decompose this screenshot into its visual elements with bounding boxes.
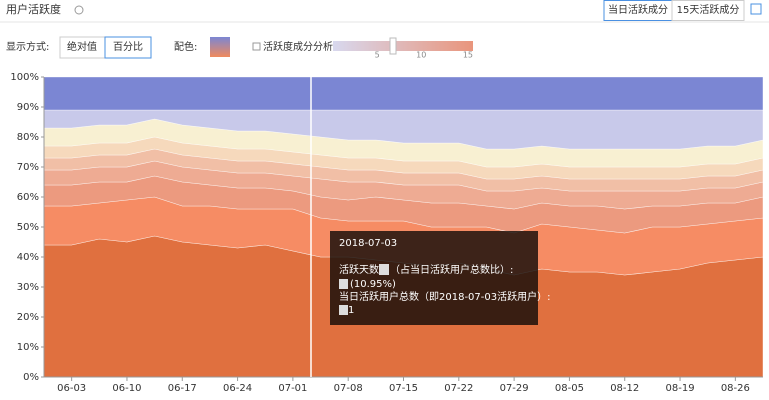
display-label: 显示方式:: [6, 40, 49, 53]
checkbox[interactable]: [252, 42, 261, 51]
slider-tick-label: 10: [416, 51, 426, 60]
tab[interactable]: [671, 0, 745, 21]
tooltip-title: 2018-07-03: [339, 238, 397, 249]
x-tick-label: 08-12: [610, 383, 639, 394]
x-tick-label: 08-19: [666, 383, 695, 394]
option-label[interactable]: 绝对值: [67, 40, 97, 53]
y-tick-label: 60%: [17, 192, 39, 203]
tooltip-text: 当日活跃用户总数（即2018-07-03活跃用户）:: [339, 290, 550, 303]
area-layer: [43, 76, 764, 111]
y-tick-label: 40%: [17, 252, 39, 263]
y-tick-label: 30%: [17, 282, 39, 293]
color-swatch[interactable]: [210, 37, 230, 57]
y-tick-label: 80%: [17, 132, 39, 143]
y-tick-label: 0%: [23, 372, 39, 383]
tooltip-box: [330, 231, 538, 325]
x-tick-label: 07-29: [500, 383, 529, 394]
option-button-active[interactable]: [104, 36, 152, 59]
tooltip-text: (10.95%): [350, 279, 396, 290]
y-tick-label: 20%: [17, 312, 39, 323]
tooltip-text: （占当日活跃用户总数比）:: [390, 263, 513, 276]
y-tick-label: 70%: [17, 162, 39, 173]
y-tick-label: 50%: [17, 222, 39, 233]
export-icon[interactable]: [750, 3, 762, 15]
x-tick-label: 06-10: [112, 383, 141, 394]
x-tick-label: 07-01: [278, 383, 307, 394]
redaction: [339, 279, 348, 289]
y-tick-label: 100%: [10, 72, 39, 83]
y-tick-label: 10%: [17, 342, 39, 353]
x-tick-label: 08-26: [721, 383, 750, 394]
redaction: [379, 264, 389, 275]
checkbox-label[interactable]: 活跃度成分分析: [263, 40, 333, 53]
tooltip: 2018-07-03 活跃天数 （占当日活跃用户总数比）: (10.95%) 当…: [330, 231, 550, 325]
y-tick-label: 90%: [17, 102, 39, 113]
x-tick-label: 06-17: [168, 383, 197, 394]
slider-tick-label: 15: [463, 51, 473, 60]
x-tick-label: 07-15: [389, 383, 418, 394]
slider-handle[interactable]: [389, 37, 397, 55]
x-tick-label: 06-24: [223, 383, 252, 394]
x-tick-label: 08-05: [555, 383, 584, 394]
tooltip-text: 活跃天数: [339, 263, 379, 276]
page-title: 用户活跃度: [6, 2, 61, 16]
color-label: 配色:: [174, 40, 197, 53]
info-icon[interactable]: [74, 5, 84, 15]
slider-tick-label: 5: [375, 51, 380, 60]
tab-label[interactable]: 当日活跃成分: [608, 3, 668, 16]
x-tick-label: 07-22: [444, 383, 473, 394]
tooltip-text: 1: [348, 305, 354, 316]
redaction: [339, 305, 348, 315]
x-tick-label: 06-03: [57, 383, 86, 394]
tab-label[interactable]: 15天活跃成分: [677, 4, 740, 16]
slider-track[interactable]: [333, 41, 473, 51]
x-tick-label: 07-08: [334, 383, 363, 394]
option-label[interactable]: 百分比: [113, 41, 143, 53]
